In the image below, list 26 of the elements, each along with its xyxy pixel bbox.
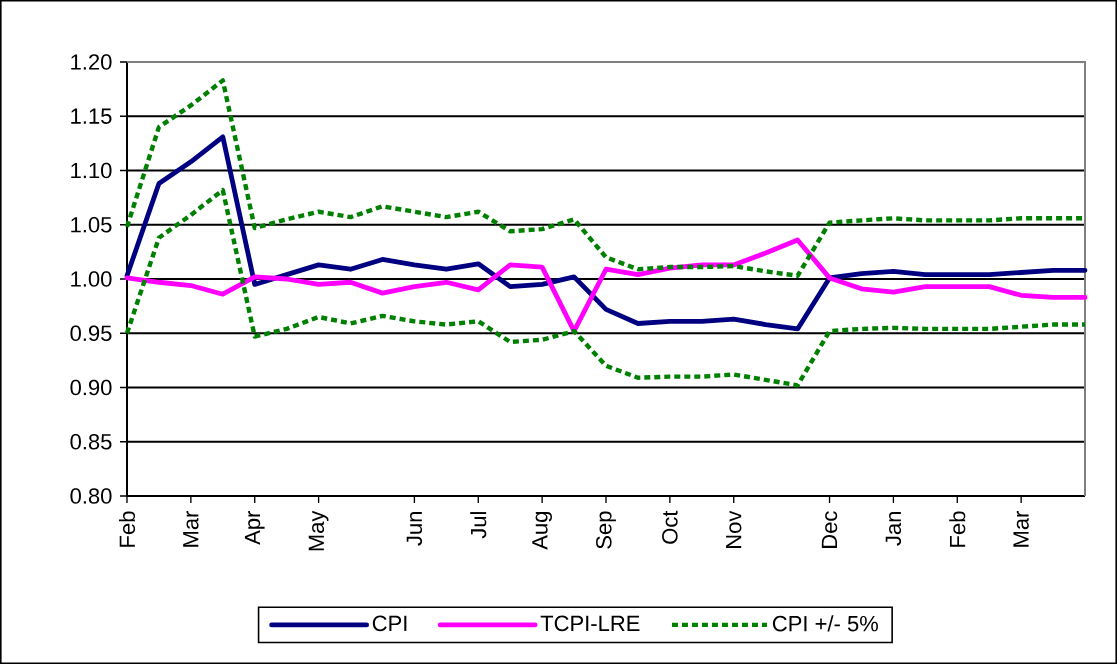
legend-label: CPI [372, 615, 407, 632]
x-tick-label: Jun [406, 512, 423, 546]
x-tick-label: Mar [183, 510, 199, 547]
y-tick-label: 1.10 [71, 162, 112, 179]
x-tick-label: Feb [118, 511, 136, 547]
x-tick-label: Aug [532, 512, 552, 550]
y-tick-label: 1.20 [71, 54, 112, 70]
x-tick-label: Jan [885, 512, 902, 546]
x-tick-label: Feb [949, 511, 966, 547]
y-tick-label: 1.15 [71, 108, 112, 124]
x-tick-label: May [308, 510, 329, 551]
x-tick-label: Oct [662, 510, 678, 544]
x-tick-label: Apr [244, 510, 265, 545]
x-tick-label: Sep [596, 511, 616, 549]
y-tick-label: 0.85 [70, 433, 112, 450]
y-tick-label: 1.05 [71, 216, 112, 233]
x-tick-label: Dec [821, 511, 838, 548]
y-tick-label: 1.00 [71, 271, 112, 287]
legend-label: TCPI-LRE [540, 615, 640, 632]
x-tick-label: Mar [1013, 510, 1029, 547]
x-tick-label: Jul [470, 512, 487, 539]
x-tick-label: Nov [726, 510, 742, 548]
y-tick-label: 0.80 [70, 488, 112, 504]
y-tick-label: 0.90 [70, 379, 112, 396]
y-tick-label: 0.95 [70, 325, 112, 342]
legend-label: CPI +/- 5% [772, 615, 878, 632]
